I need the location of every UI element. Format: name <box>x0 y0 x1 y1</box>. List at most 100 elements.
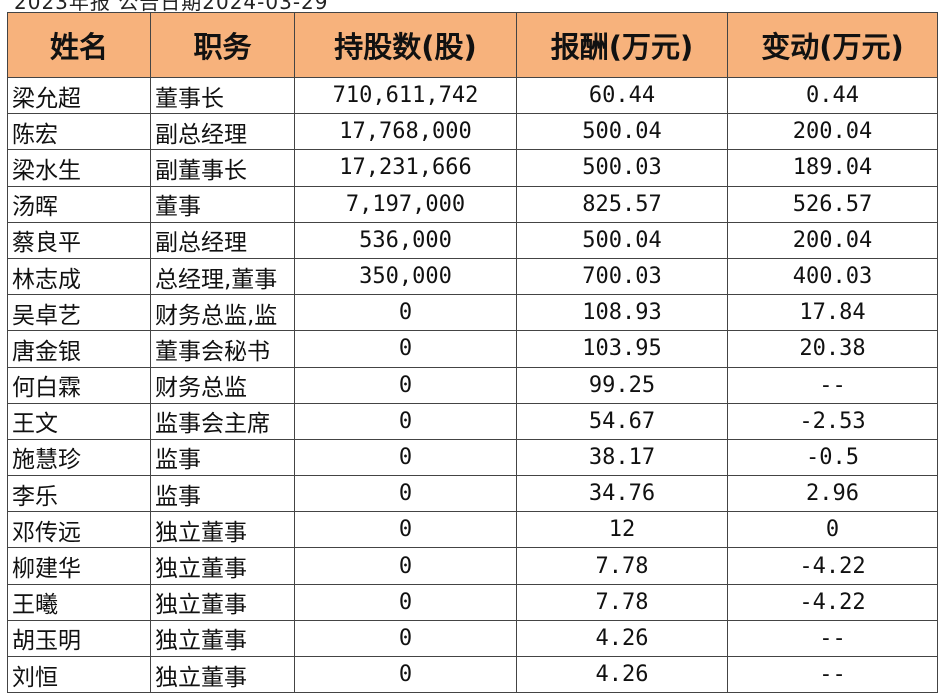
cell-name: 蔡良平 <box>7 221 151 259</box>
header-row: 姓名 职务 持股数(股) 报酬(万元) 变动(万元) <box>7 12 938 78</box>
cell-shares: 0 <box>294 294 517 332</box>
cell-position: 副总经理 <box>150 113 295 151</box>
cell-pay: 500.03 <box>516 149 728 187</box>
table-row: 王文 监事会主席 0 54.67 -2.53 <box>7 402 938 440</box>
header-name: 姓名 <box>7 12 151 78</box>
cell-pay: 38.17 <box>516 438 728 477</box>
cell-pay: 12 <box>516 511 728 549</box>
cell-name: 林志成 <box>7 257 151 296</box>
cell-change: 526.57 <box>727 185 938 223</box>
cell-name: 唐金银 <box>7 330 151 368</box>
cell-change: -- <box>727 619 938 658</box>
table-row: 李乐 监事 0 34.76 2.96 <box>7 475 938 513</box>
cell-change: -4.22 <box>727 547 938 585</box>
cell-position: 监事会主席 <box>150 402 295 440</box>
cell-position: 总经理,董事 <box>150 257 295 296</box>
cell-pay: 99.25 <box>516 366 728 404</box>
cell-position: 副董事长 <box>150 149 295 187</box>
cell-shares: 0 <box>294 475 517 513</box>
cell-name: 胡玉明 <box>7 619 151 658</box>
header-shares: 持股数(股) <box>294 12 517 78</box>
cell-pay: 34.76 <box>516 475 728 513</box>
cell-pay: 7.78 <box>516 547 728 585</box>
cell-shares: 0 <box>294 366 517 404</box>
table-row: 梁水生 副董事长 17,231,666 500.03 189.04 <box>7 149 938 187</box>
cell-change: 400.03 <box>727 257 938 296</box>
cell-name: 邓传远 <box>7 511 151 549</box>
cell-shares: 350,000 <box>294 257 517 296</box>
cell-name: 梁允超 <box>7 76 151 115</box>
cell-name: 刘恒 <box>7 655 151 694</box>
cell-position: 监事 <box>150 438 295 477</box>
cell-position: 独立董事 <box>150 511 295 549</box>
cell-pay: 103.95 <box>516 330 728 368</box>
table-row: 汤晖 董事 7,197,000 825.57 526.57 <box>7 185 938 223</box>
cell-position: 财务总监 <box>150 366 295 404</box>
header-change: 变动(万元) <box>727 12 938 78</box>
executive-table: 姓名 职务 持股数(股) 报酬(万元) 变动(万元) 梁允超 董事长 710,611… <box>7 12 938 694</box>
table-row: 梁允超 董事长 710,611,742 60.44 0.44 <box>7 76 938 115</box>
cell-name: 梁水生 <box>7 149 151 187</box>
cell-pay: 4.26 <box>516 619 728 658</box>
cell-shares: 17,768,000 <box>294 113 517 151</box>
cell-shares: 0 <box>294 583 517 621</box>
cell-change: 189.04 <box>727 149 938 187</box>
cell-name: 吴卓艺 <box>7 294 151 332</box>
cell-pay: 825.57 <box>516 185 728 223</box>
cell-change: -4.22 <box>727 583 938 621</box>
cell-position: 独立董事 <box>150 547 295 585</box>
cell-name: 王文 <box>7 402 151 440</box>
cell-change: -2.53 <box>727 402 938 440</box>
cell-shares: 710,611,742 <box>294 76 517 115</box>
table-row: 林志成 总经理,董事 350,000 700.03 400.03 <box>7 257 938 296</box>
table-row: 邓传远 独立董事 0 12 0 <box>7 511 938 549</box>
cell-pay: 500.04 <box>516 221 728 259</box>
cell-pay: 60.44 <box>516 76 728 115</box>
cell-change: 0 <box>727 511 938 549</box>
cell-shares: 7,197,000 <box>294 185 517 223</box>
header-position: 职务 <box>150 12 295 78</box>
table-row: 刘恒 独立董事 0 4.26 -- <box>7 655 938 694</box>
cell-pay: 4.26 <box>516 655 728 694</box>
cell-name: 施慧珍 <box>7 438 151 477</box>
table-row: 施慧珍 监事 0 38.17 -0.5 <box>7 438 938 477</box>
cell-name: 何白霖 <box>7 366 151 404</box>
header-pay: 报酬(万元) <box>516 12 728 78</box>
table-row: 蔡良平 副总经理 536,000 500.04 200.04 <box>7 221 938 259</box>
cell-shares: 0 <box>294 547 517 585</box>
cell-pay: 7.78 <box>516 583 728 621</box>
cell-position: 独立董事 <box>150 619 295 658</box>
cell-change: -- <box>727 366 938 404</box>
cell-change: 200.04 <box>727 221 938 259</box>
cell-change: 20.38 <box>727 330 938 368</box>
cell-change: 2.96 <box>727 475 938 513</box>
cell-shares: 17,231,666 <box>294 149 517 187</box>
cell-shares: 0 <box>294 655 517 694</box>
table-row: 陈宏 副总经理 17,768,000 500.04 200.04 <box>7 113 938 151</box>
cell-change: -- <box>727 655 938 694</box>
table-row: 何白霖 财务总监 0 99.25 -- <box>7 366 938 404</box>
table-caption: 2023年报 公告日期2024-03-29 <box>14 0 329 14</box>
table-row: 吴卓艺 财务总监,监 0 108.93 17.84 <box>7 294 938 332</box>
cell-shares: 0 <box>294 619 517 658</box>
cell-position: 独立董事 <box>150 583 295 621</box>
cell-position: 董事会秘书 <box>150 330 295 368</box>
cell-position: 独立董事 <box>150 655 295 694</box>
table-row: 胡玉明 独立董事 0 4.26 -- <box>7 619 938 658</box>
cell-position: 财务总监,监 <box>150 294 295 332</box>
cell-shares: 536,000 <box>294 221 517 259</box>
cell-name: 汤晖 <box>7 185 151 223</box>
cell-pay: 700.03 <box>516 257 728 296</box>
cell-position: 董事 <box>150 185 295 223</box>
table-row: 唐金银 董事会秘书 0 103.95 20.38 <box>7 330 938 368</box>
cell-change: 0.44 <box>727 76 938 115</box>
cell-shares: 0 <box>294 438 517 477</box>
cell-pay: 500.04 <box>516 113 728 151</box>
cell-shares: 0 <box>294 330 517 368</box>
table-row: 柳建华 独立董事 0 7.78 -4.22 <box>7 547 938 585</box>
cell-position: 监事 <box>150 475 295 513</box>
cell-name: 王曦 <box>7 583 151 621</box>
cell-change: 17.84 <box>727 294 938 332</box>
table-row: 王曦 独立董事 0 7.78 -4.22 <box>7 583 938 621</box>
cell-shares: 0 <box>294 511 517 549</box>
